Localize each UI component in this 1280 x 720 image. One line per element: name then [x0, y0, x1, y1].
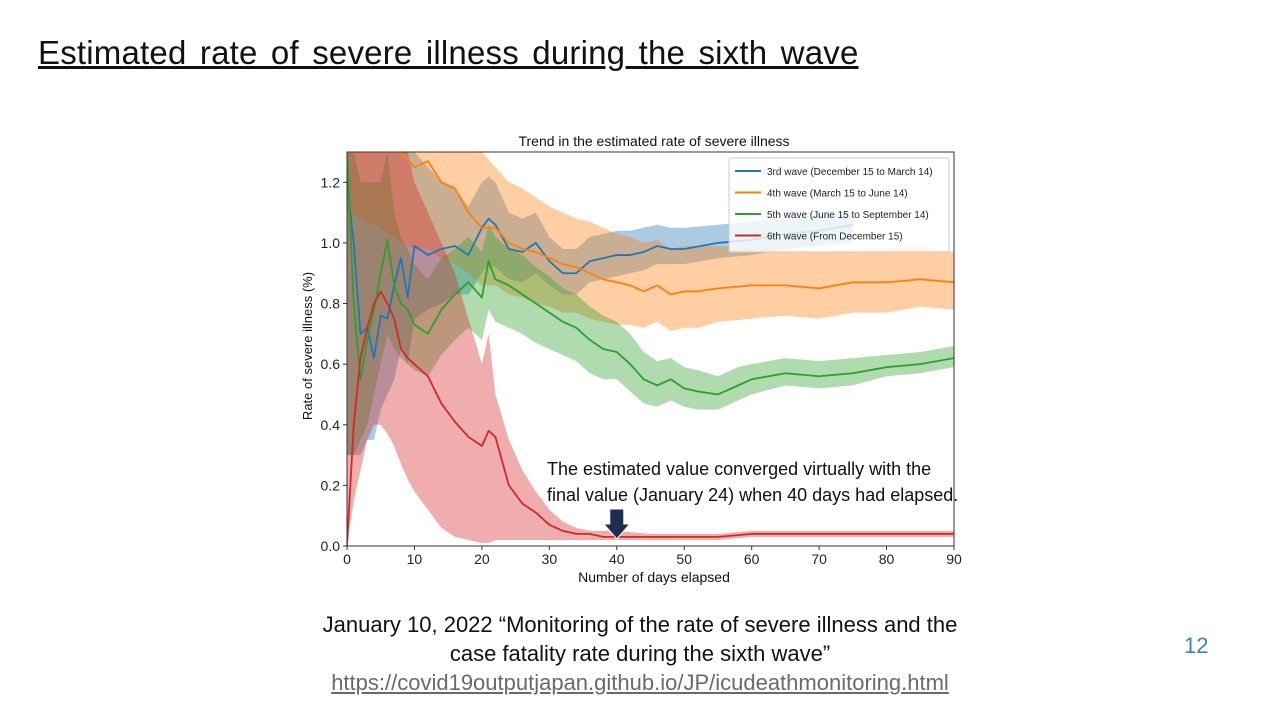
y-tick-label: 0.6 — [321, 356, 341, 372]
x-tick-label: 0 — [343, 551, 351, 567]
band-series-1 — [347, 152, 853, 456]
y-axis-label: Rate of severe illness (%) — [300, 272, 315, 420]
citation-link[interactable]: https://covid19outputjapan.github.io/JP/… — [331, 670, 949, 695]
arrow-down-icon — [602, 508, 631, 540]
x-tick-label: 40 — [609, 551, 625, 567]
y-tick-label: 1.0 — [321, 235, 341, 251]
chart-title: Trend in the estimated rate of severe il… — [518, 133, 789, 149]
legend-label: 5th wave (June 15 to September 14) — [767, 210, 929, 221]
line-series-2 — [347, 152, 954, 296]
citation-line-1: January 10, 2022 “Monitoring of the rate… — [322, 612, 958, 637]
y-tick-label: 1.2 — [321, 174, 341, 190]
line-series-4 — [347, 290, 954, 546]
y-tick-label: 0.4 — [321, 417, 341, 433]
annotation-line-2: final value (January 24) when 40 days ha… — [547, 485, 959, 505]
line-series-1 — [347, 182, 853, 359]
y-tick-label: 0.2 — [321, 477, 341, 493]
citation-line-2: case fatality rate during the sixth wave… — [449, 641, 831, 666]
axes: 0 10 20 30 40 50 60 70 80 90 0.0 0.2 0.4 0.6 0.8 1.0 1.2 — [321, 174, 962, 567]
legend-box — [728, 157, 950, 253]
plot-frame — [346, 151, 955, 547]
annotation-line-1: The estimated value converged virtually … — [547, 459, 932, 479]
slide-title: Estimated rate of severe illness during … — [38, 34, 859, 71]
x-tick-label: 20 — [474, 551, 490, 567]
x-tick-label: 50 — [676, 551, 692, 567]
x-tick-label: 80 — [879, 551, 895, 567]
series-lines — [347, 152, 954, 546]
page-number: 12 — [1184, 633, 1209, 658]
legend: 3rd wave (December 15 to March 14) 4th wa… — [728, 157, 950, 253]
x-tick-label: 60 — [744, 551, 760, 567]
x-tick-label: 90 — [946, 551, 962, 567]
x-tick-label: 30 — [542, 551, 558, 567]
line-series-3 — [347, 152, 954, 396]
legend-label: 4th wave (March 15 to June 14) — [767, 189, 908, 200]
x-tick-label: 70 — [811, 551, 827, 567]
convergence-arrow — [602, 508, 631, 540]
x-axis-label: Number of days elapsed — [578, 569, 730, 585]
y-tick-label: 0.8 — [321, 296, 341, 312]
x-tick-label: 10 — [407, 551, 423, 567]
y-tick-label: 0.0 — [321, 538, 341, 554]
legend-label: 3rd wave (December 15 to March 14) — [767, 167, 933, 178]
band-series-3 — [347, 152, 954, 456]
legend-label: 6th wave (From December 15) — [767, 232, 903, 243]
